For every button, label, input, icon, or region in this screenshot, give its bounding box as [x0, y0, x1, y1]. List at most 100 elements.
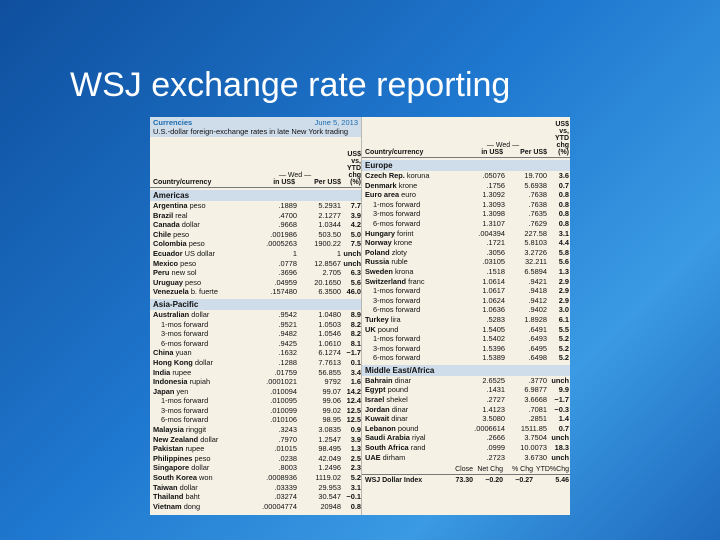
ytd-change: unch	[343, 248, 361, 258]
index-header-cell: % Chg	[511, 466, 533, 474]
ytd-change: unch	[551, 375, 569, 385]
currency: rupee	[185, 444, 205, 454]
per-usd: .9421	[528, 276, 548, 286]
currency-name: Singapore dollar	[153, 463, 249, 473]
spacer	[365, 466, 439, 473]
ytd-change: 5.2	[558, 353, 569, 363]
currency-name: Uruguay peso	[153, 278, 249, 288]
currency: franc	[408, 276, 425, 286]
table-row: Argentina peso .1889 5.2931 7.7	[150, 201, 361, 211]
ytd-change: 1.3	[350, 444, 361, 454]
in-usd: .03339	[274, 482, 297, 492]
in-usd: 1.0614	[482, 276, 505, 286]
currency-name: 1-mos forward	[365, 334, 459, 344]
in-usd: .5283	[486, 314, 506, 324]
currency-name: Lebanon pound	[365, 424, 459, 434]
per-usd: 3.2726	[524, 247, 547, 257]
table-row: South Africa rand .0999 10.0073 18.3	[362, 443, 570, 453]
currency-name: Poland zloty	[365, 248, 459, 258]
in-usd: .9542	[278, 309, 298, 319]
currency-name: Saudi Arabia riyal	[365, 433, 459, 443]
per-usd: 6.9877	[524, 385, 547, 395]
currency: forint	[397, 228, 414, 238]
country: Canada	[153, 220, 180, 230]
forward-label: 6-mos forward	[161, 338, 209, 348]
header-country: Country/currency	[365, 149, 424, 156]
index-row: WSJ Dollar Index 73.30 −0.20 −0.27 5.46	[362, 474, 570, 484]
table-row: Switzerland franc 1.0614 .9421 2.9	[362, 277, 570, 287]
per-usd: 99.02	[322, 405, 342, 415]
per-usd: 12.8567	[314, 258, 341, 268]
per-usd: 5.8103	[524, 238, 547, 248]
in-usd: .01759	[274, 367, 297, 377]
ytd-change: 5.8	[558, 247, 569, 257]
currency: pound	[387, 385, 409, 395]
country: Czech Rep.	[365, 171, 405, 180]
currency: pound	[377, 324, 399, 334]
in-usd: 1.5389	[482, 353, 505, 363]
per-usd: 6.3500	[318, 287, 341, 297]
table-row: Colombia peso .0005263 1900.22 7.5	[150, 239, 361, 249]
ytd-change: 5.5	[558, 324, 569, 334]
table-row: Egypt pound .1431 6.9877 9.9	[362, 385, 570, 395]
ytd-change: 3.4	[350, 367, 361, 377]
ytd-change: 46.0	[346, 287, 361, 297]
table-row: Jordan dinar 1.4123 .7081 −0.3	[362, 405, 570, 415]
country: Indonesia	[153, 377, 188, 387]
currency: dirham	[382, 452, 406, 462]
in-usd: .8003	[278, 463, 298, 473]
header-ytd: US$ vs, YTD chg (%)	[341, 151, 361, 186]
country: Sweden	[365, 266, 393, 276]
ytd-change: 1.3	[558, 266, 569, 276]
table-row: 6-mos forward .010106 98.95 12.5	[150, 415, 361, 425]
per-usd: 1.2496	[318, 463, 341, 473]
currency: peso	[194, 453, 211, 463]
in-usd: 1.0624	[482, 295, 505, 305]
ytd-change: 6.1	[558, 314, 569, 324]
per-usd: 42.049	[318, 453, 341, 463]
ytd-change: 3.9	[350, 434, 361, 444]
currency-name: Indonesia rupiah	[153, 377, 249, 387]
table-row: Ecuador US dollar 1 1 unch	[150, 249, 361, 259]
currency: b. fuerte	[190, 287, 218, 297]
column-header: Country/currency — Wed — in US$ Per US$ US$ …	[362, 121, 570, 158]
header-wed: — Wed —	[486, 142, 520, 149]
currency: peso	[180, 258, 197, 268]
country: Vietnam	[153, 501, 182, 511]
currency-name: Pakistan rupee	[153, 444, 249, 454]
country: Russia	[365, 257, 390, 267]
table-row: 6-mos forward 1.0636 .9402 3.0	[362, 305, 570, 315]
country: Poland	[365, 247, 390, 257]
currency-name: Czech Rep. koruna	[365, 171, 459, 181]
currency-name: Egypt pound	[365, 385, 459, 395]
per-usd: 9792	[324, 377, 341, 387]
table-row: Czech Rep. koruna .05076 19.700 3.6	[362, 171, 570, 181]
country: India	[153, 367, 171, 377]
in-usd: .03274	[274, 492, 297, 502]
currency-name: 3-mos forward	[153, 329, 249, 339]
per-usd: 1.2547	[318, 434, 341, 444]
country: Israel	[365, 395, 385, 405]
in-usd: .3056	[486, 247, 506, 257]
currency-name: Euro area euro	[365, 190, 459, 200]
ytd-change: 5.2	[350, 473, 361, 483]
per-usd: 3.6668	[524, 395, 547, 405]
currency-name: South Africa rand	[365, 443, 459, 453]
currency-name: Thailand baht	[153, 492, 249, 502]
currency: dinar	[391, 404, 409, 414]
table-row: South Korea won .0008936 1119.02 5.2	[150, 473, 361, 483]
country: Hungary	[365, 228, 395, 238]
table-row: UAE dirham .2723 3.6730 unch	[362, 453, 570, 463]
forward-label: 6-mos forward	[161, 415, 209, 425]
per-usd: 10.0073	[520, 443, 547, 453]
table-row: China yuan .1632 6.1274 −1.7	[150, 348, 361, 358]
in-usd: .1288	[278, 357, 298, 367]
table-row: Russia ruble .03105 32.211 5.6	[362, 257, 570, 267]
forward-label: 6-mos forward	[373, 353, 421, 363]
currency-name: 1-mos forward	[365, 286, 459, 296]
ytd-change: 5.2	[558, 343, 569, 353]
index-header-cell: Net Chg	[477, 466, 503, 474]
in-usd: 2.6525	[482, 375, 505, 385]
country: Switzerland	[365, 276, 407, 286]
table-row: Euro area euro 1.3092 .7638 0.8	[362, 190, 570, 200]
